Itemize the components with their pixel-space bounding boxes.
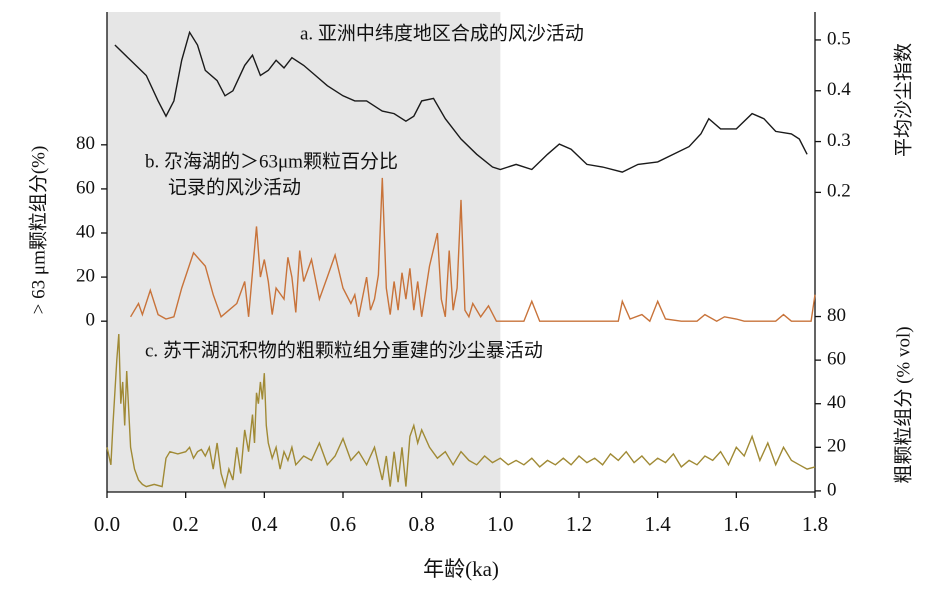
x-tick-label: 0.6: [330, 512, 356, 536]
x-axis-label: 年龄(ka): [423, 557, 499, 581]
x-tick-label: 1.0: [487, 512, 513, 536]
x-tick-label: 1.4: [645, 512, 672, 536]
x-tick-label: 1.2: [566, 512, 592, 536]
x-tick-label: 0.0: [94, 512, 120, 536]
shaded-region: [107, 12, 501, 492]
y-tick-label: 20: [827, 436, 846, 457]
data-line: [106, 333, 816, 490]
data-line: [114, 30, 808, 173]
panel-title: b. 尕海湖的＞63μm颗粒百分比: [145, 150, 398, 172]
data-line: [129, 177, 816, 323]
x-tick-label: 1.6: [723, 512, 749, 536]
y-tick-label: 0: [827, 479, 837, 500]
panel-title: a. 亚洲中纬度地区合成的风沙活动: [300, 22, 584, 44]
y-tick-label: 0: [86, 310, 96, 331]
x-tick-label: 0.4: [251, 512, 278, 536]
panel-title: 记录的风沙活动: [168, 176, 301, 198]
y-tick-label: 40: [827, 392, 846, 413]
y-tick-label: 0.5: [827, 28, 851, 49]
x-tick-label: 0.8: [409, 512, 435, 536]
x-tick-label: 0.2: [173, 512, 199, 536]
x-tick-label: 1.8: [802, 512, 828, 536]
y-tick-label: 60: [827, 348, 846, 369]
y-tick-label: 0.2: [827, 181, 851, 202]
y-tick-label: 20: [76, 265, 95, 286]
y-tick-label: 40: [76, 221, 95, 242]
y-tick-label: 60: [76, 177, 95, 198]
y-tick-label: 80: [76, 133, 95, 154]
y-axis-label: > 63 μm颗粒组分(%): [27, 146, 49, 315]
panel-title: c. 苏干湖沉积物的粗颗粒组分重建的沙尘暴活动: [145, 339, 543, 361]
y-tick-label: 0.4: [827, 79, 851, 100]
y-axis-label: 粗颗粒组分 (% vol): [892, 326, 914, 483]
y-tick-label: 0.3: [827, 130, 851, 151]
y-tick-label: 80: [827, 305, 846, 326]
y-axis-label: 平均沙尘指数: [892, 43, 914, 157]
